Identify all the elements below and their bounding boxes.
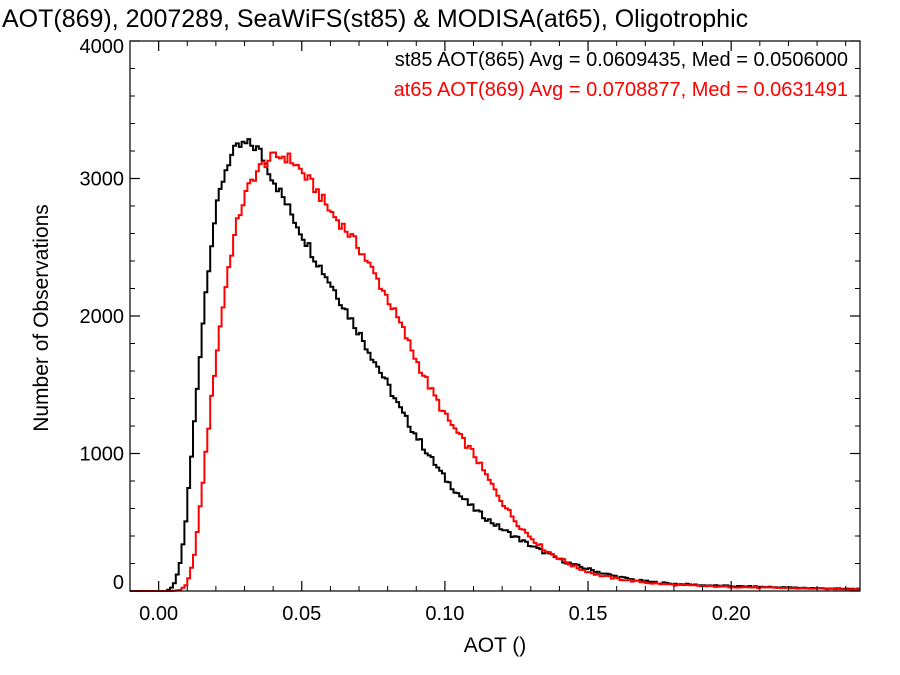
legend: st85 AOT(865) Avg = 0.0609435, Med = 0.0… — [394, 49, 848, 101]
x-tick-label: 0.05 — [282, 603, 321, 625]
x-tick-label: 0.20 — [712, 603, 751, 625]
y-tick-label: 1000 — [80, 444, 125, 466]
x-tick-label: 0.10 — [425, 603, 464, 625]
ticks-layer: 0.00 0.05 0.10 0.15 0.20 0 1000 2000 3000 4000 — [80, 36, 860, 625]
y-tick-label: 3000 — [80, 169, 125, 191]
legend-entry-at65: at65 AOT(869) Avg = 0.0708877, Med = 0.0… — [394, 79, 848, 101]
series-layer — [130, 138, 860, 592]
y-tick-label: 0 — [113, 572, 124, 594]
x-axis-label: AOT () — [464, 634, 527, 657]
y-tick-label: 4000 — [80, 36, 125, 58]
series-line-at65 — [130, 151, 860, 592]
chart-title: AOT(869), 2007289, SeaWiFS(st85) & MODIS… — [2, 5, 748, 33]
y-tick-label: 2000 — [80, 306, 125, 328]
y-axis-label: Number of Observations — [30, 204, 53, 432]
x-tick-label: 0.00 — [139, 603, 178, 625]
legend-entry-st85: st85 AOT(865) Avg = 0.0609435, Med = 0.0… — [395, 49, 848, 71]
x-tick-label: 0.15 — [569, 603, 608, 625]
